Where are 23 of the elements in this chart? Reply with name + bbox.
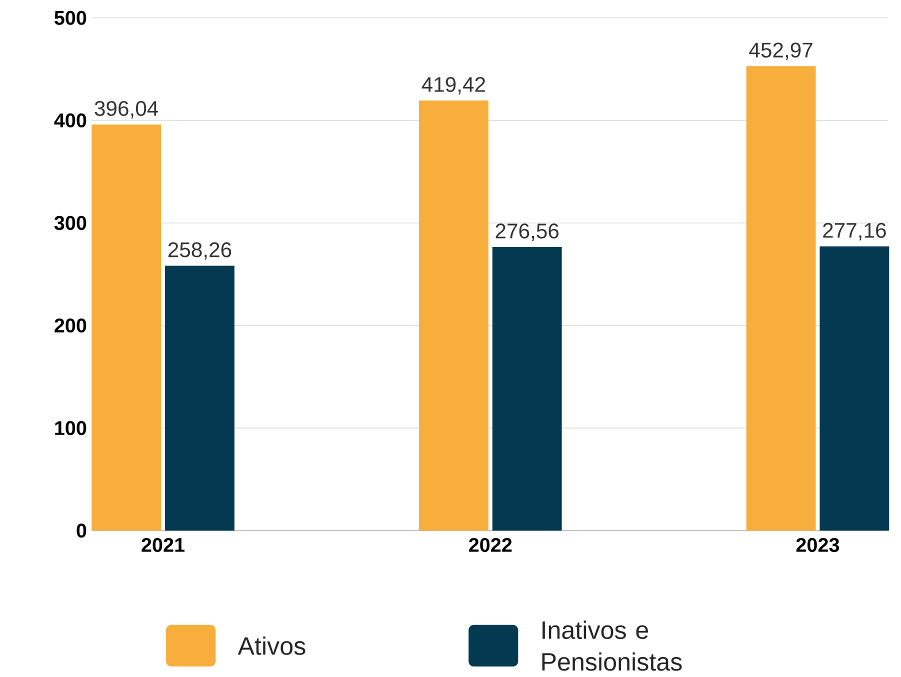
data-label: 452,97 [749, 42, 812, 60]
legend-label: Ativos [238, 636, 306, 655]
legend-label: Inativos e Pensionistas [542, 620, 682, 671]
x-tick-label: 2021 [142, 538, 185, 552]
bar [165, 266, 234, 530]
y-tick-label: 200 [54, 318, 86, 332]
y-tick-label: 500 [54, 10, 86, 25]
data-label: 277,16 [823, 222, 886, 240]
y-tick-label: 400 [54, 113, 86, 128]
bar [746, 66, 816, 530]
bar [492, 246, 562, 530]
x-tick-label: 2022 [469, 538, 512, 552]
bar [92, 124, 162, 530]
bar [820, 246, 890, 530]
data-label: 276,56 [496, 223, 558, 241]
y-tick-label: 300 [54, 216, 86, 230]
data-label: 396,04 [94, 100, 158, 118]
y-tick-label: 100 [55, 420, 86, 435]
data-label: 258,26 [168, 242, 232, 260]
data-label: 419,42 [422, 76, 485, 94]
x-tick-label: 2023 [796, 538, 840, 552]
y-tick-label: 0 [76, 523, 86, 538]
bar [418, 100, 488, 530]
